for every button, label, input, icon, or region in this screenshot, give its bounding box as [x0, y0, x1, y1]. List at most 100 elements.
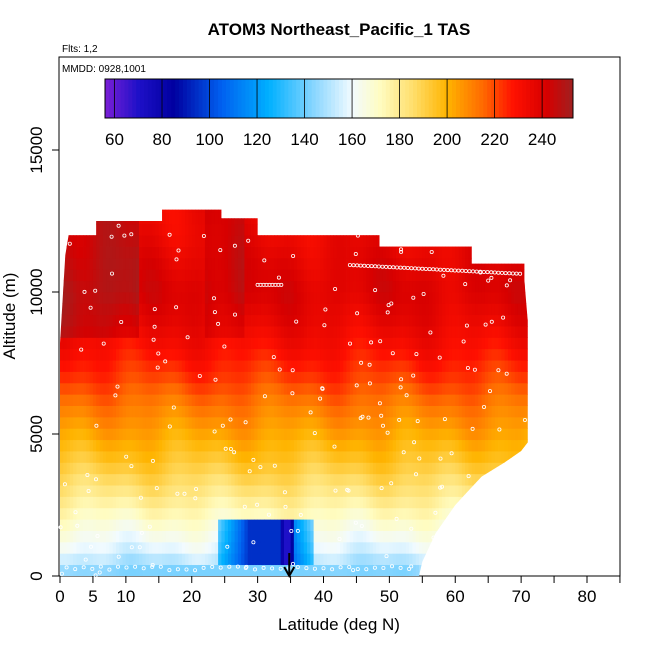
heatmap-cell [372, 405, 377, 418]
heatmap-cell [366, 496, 371, 509]
heatmap-cell [135, 326, 140, 338]
heatmap-cell [63, 371, 67, 384]
heatmap-cell [307, 507, 311, 520]
heatmap-cell [451, 326, 456, 338]
heatmap-cell [171, 348, 176, 361]
heatmap-cell [372, 519, 377, 531]
heatmap-cell [501, 405, 506, 418]
heatmap-cell [369, 485, 374, 497]
heatmap-cell [379, 541, 384, 554]
heatmap-cell [366, 269, 371, 282]
heatmap-cell [448, 269, 453, 282]
heatmap-cell [79, 292, 84, 304]
heatmap-cell [244, 337, 249, 350]
heatmap-cell [353, 337, 357, 350]
heatmap-cell [517, 416, 522, 429]
heatmap-cell [366, 473, 371, 486]
heatmap-cell [297, 303, 301, 316]
heatmap-cell [231, 235, 235, 247]
heatmap-cell [528, 292, 532, 304]
heatmap-cell [231, 314, 235, 327]
heatmap-cell [451, 485, 456, 497]
heatmap-cell [471, 485, 476, 497]
heatmap-cell [109, 451, 114, 463]
heatmap-cell [227, 462, 232, 475]
heatmap-cell [419, 553, 423, 566]
heatmap-cell [521, 314, 525, 327]
heatmap-cell [178, 439, 183, 452]
track-point [255, 502, 260, 507]
heatmap-cell [521, 451, 525, 463]
heatmap-cell [66, 360, 71, 372]
heatmap-cell [171, 473, 176, 486]
heatmap-cell [313, 223, 318, 236]
heatmap-cell [66, 326, 71, 338]
heatmap-cell [376, 314, 380, 327]
heatmap-cell [135, 519, 140, 531]
heatmap-cell [531, 292, 535, 304]
heatmap-cell [69, 314, 74, 327]
heatmap-cell [96, 428, 100, 441]
heatmap-cell [491, 553, 496, 566]
heatmap-cell [254, 496, 259, 509]
track-point [197, 373, 202, 378]
heatmap-cell [208, 337, 212, 350]
heatmap-cell [389, 541, 394, 554]
track-point [472, 367, 477, 372]
heatmap-cell [320, 462, 324, 475]
heatmap-cell [323, 451, 328, 463]
heatmap-cell [389, 209, 394, 213]
heatmap-cell [481, 371, 486, 384]
heatmap-cell [458, 348, 463, 361]
heatmap-cell [181, 394, 186, 406]
heatmap-cell [336, 269, 341, 282]
heatmap-cell [109, 541, 114, 554]
heatmap-cell [313, 371, 318, 384]
heatmap-cell [330, 473, 334, 486]
heatmap-cell [125, 394, 130, 406]
heatmap-cell [99, 541, 104, 554]
heatmap-cell [330, 348, 334, 361]
heatmap-cell [165, 519, 170, 531]
heatmap-cell [316, 314, 321, 327]
heatmap-cell [471, 360, 476, 372]
heatmap-cell [366, 394, 371, 406]
heatmap-cell [148, 462, 153, 475]
heatmap-cell [283, 348, 288, 361]
heatmap-cell [293, 451, 298, 463]
heatmap-cell [211, 439, 216, 452]
heatmap-cell [96, 209, 100, 213]
heatmap-cell [415, 519, 420, 531]
heatmap-cell [307, 462, 311, 475]
heatmap-cell [119, 519, 123, 531]
heatmap-cell [270, 507, 275, 520]
heatmap-cell [188, 394, 193, 406]
heatmap-cell [376, 428, 380, 441]
heatmap-cell [214, 326, 219, 338]
heatmap-cell [300, 246, 305, 259]
heatmap-cell [478, 235, 482, 247]
heatmap-cell [326, 485, 331, 497]
heatmap-cell [89, 439, 94, 452]
heatmap-cell [171, 246, 176, 259]
heatmap-cell [465, 507, 469, 520]
heatmap-cell [405, 269, 410, 282]
heatmap-cell [106, 530, 110, 543]
heatmap-cell [445, 360, 450, 372]
heatmap-cell [224, 209, 229, 213]
heatmap-cell [79, 314, 84, 327]
heatmap-cell [330, 292, 334, 304]
heatmap-cell [89, 451, 94, 463]
heatmap-cell [283, 473, 288, 486]
heatmap-cell [353, 462, 357, 475]
heatmap-cell [336, 360, 341, 372]
heatmap-cell [158, 541, 163, 554]
heatmap-cell [521, 212, 525, 225]
heatmap-cell [448, 564, 453, 576]
heatmap-cell [303, 280, 308, 293]
heatmap-cell [112, 337, 117, 350]
heatmap-cell [227, 439, 232, 452]
heatmap-cell [531, 360, 535, 372]
heatmap-cell [142, 348, 147, 361]
heatmap-cell [165, 212, 170, 225]
